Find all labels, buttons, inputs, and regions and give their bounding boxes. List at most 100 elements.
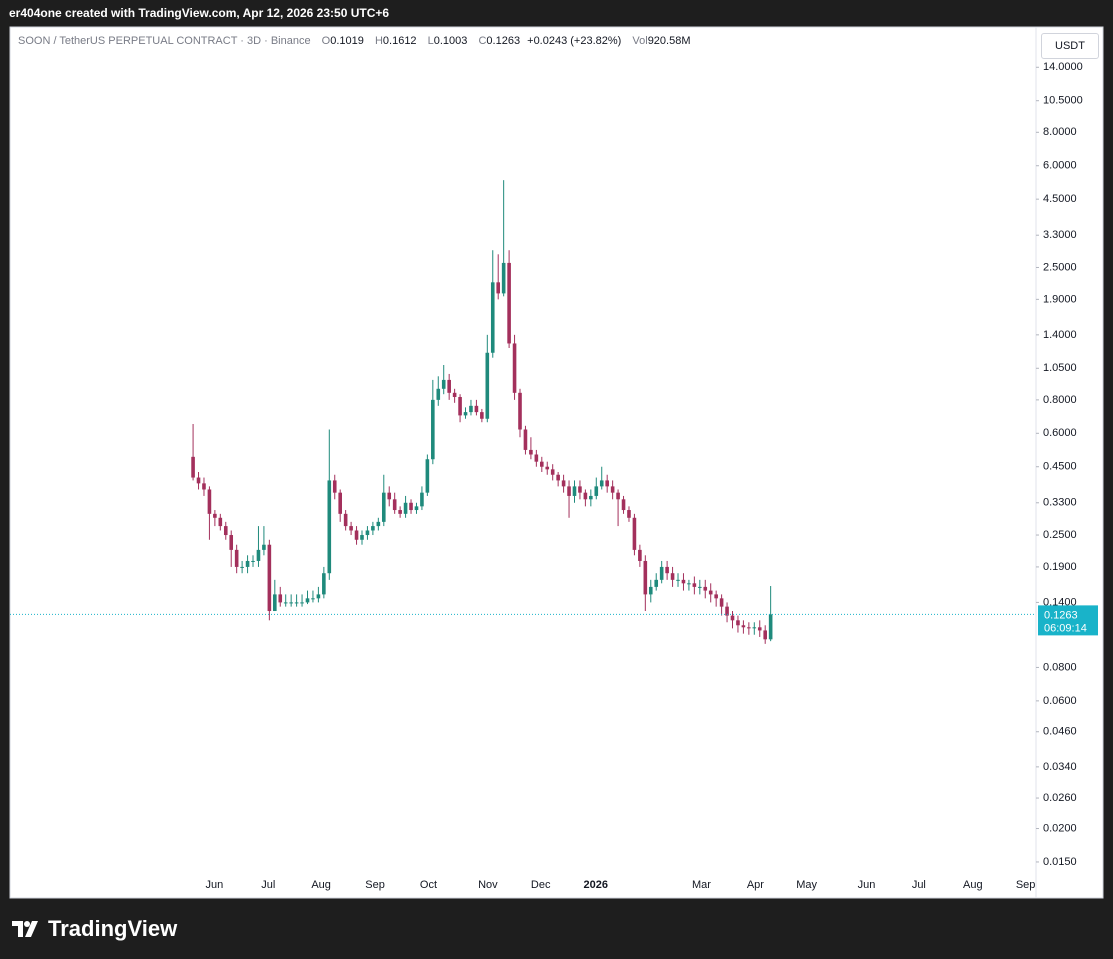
candle-body [627, 510, 631, 518]
candle-body [654, 579, 659, 587]
currency-button[interactable]: USDT [1041, 33, 1099, 59]
candle-body [425, 459, 430, 493]
x-tick-label: Nov [478, 879, 498, 891]
candle-body [687, 583, 691, 585]
y-tick-label: 1.4000 [1043, 329, 1077, 341]
x-tick-label: Aug [963, 879, 983, 891]
candle-body [447, 379, 451, 393]
x-tick-label: Dec [531, 879, 551, 891]
y-tick-label: 4.5000 [1043, 193, 1077, 205]
candle-body [392, 499, 397, 511]
countdown-label: 06:09:14 [1044, 622, 1087, 634]
candle-body [354, 530, 359, 540]
candle-body [436, 388, 441, 400]
candle-body [610, 486, 615, 493]
candle-body [659, 566, 664, 580]
candle-body [213, 513, 217, 518]
x-tick-label: Aug [311, 879, 331, 891]
candle-body [305, 598, 310, 603]
y-tick-label: 1.9000 [1043, 293, 1077, 305]
candle-body [262, 544, 266, 550]
candle-body [245, 560, 250, 567]
y-tick-label: 0.6000 [1043, 427, 1077, 439]
candle-body [747, 627, 751, 629]
candle-body [583, 492, 588, 500]
candle-body [409, 502, 413, 511]
candle-body [191, 456, 195, 478]
candle-body [234, 549, 239, 567]
candle-body [403, 502, 408, 514]
candle-body [490, 282, 495, 353]
candle-body [698, 586, 702, 588]
y-tick-label: 0.0150 [1043, 856, 1077, 868]
candle-body [431, 399, 435, 460]
x-tick-label: 2026 [583, 879, 607, 891]
y-tick-label: 10.5000 [1043, 95, 1083, 107]
change-value: +0.0243 (+23.82%) [527, 35, 622, 47]
candle-body [387, 492, 392, 500]
candle-body [703, 586, 708, 591]
candle-body [316, 594, 321, 599]
candle-body [632, 517, 637, 550]
header-text: er404one created with TradingView.com, A… [9, 6, 390, 20]
y-tick-label: 0.0600 [1043, 695, 1077, 707]
low-value: 0.1003 [433, 35, 468, 47]
candle-body [529, 449, 533, 455]
candle-body [643, 560, 648, 595]
candle-body [251, 560, 255, 562]
candle-body [381, 492, 386, 522]
brand-logo [12, 921, 38, 937]
chart-area [9, 26, 1104, 899]
candles [191, 180, 773, 644]
candle-body [714, 594, 718, 599]
x-tick-label: Jun [205, 879, 223, 891]
candle-body [414, 506, 419, 511]
close-value: 0.1263 [486, 35, 521, 47]
candle-body [223, 526, 228, 536]
candle-body [550, 469, 555, 475]
candle-body [768, 614, 773, 640]
x-tick-label: Sep [1016, 879, 1036, 891]
candle-body [485, 352, 490, 419]
candle-body [556, 474, 560, 481]
candle-body [360, 535, 364, 540]
candle-body [736, 620, 740, 626]
candle-body [708, 590, 713, 595]
candle-body [605, 480, 609, 487]
candle-body [311, 598, 315, 600]
candle-body [229, 535, 234, 550]
candle-body [463, 412, 468, 416]
candle-body [420, 492, 424, 507]
candle-body [343, 513, 348, 527]
x-tick-label: Jun [858, 879, 876, 891]
y-tick-label: 0.3300 [1043, 497, 1077, 509]
candle-body [283, 602, 288, 604]
y-tick-label: 8.0000 [1043, 126, 1077, 138]
x-tick-label: Jul [912, 879, 926, 891]
legend: SOON / TetherUS PERPETUAL CONTRACT · 3D … [18, 35, 691, 47]
candle-body [441, 379, 446, 389]
candle-body [332, 480, 337, 493]
candle-body [567, 486, 571, 496]
y-tick-label: 0.0460 [1043, 726, 1077, 738]
x-tick-label: Apr [747, 879, 764, 891]
brand-name: TradingView [48, 916, 178, 941]
volume-value: 920.58M [647, 35, 691, 47]
candle-body [196, 477, 201, 484]
candle-body [725, 606, 729, 616]
y-tick-label: 0.0260 [1043, 792, 1077, 804]
y-tick-label: 6.0000 [1043, 160, 1077, 172]
candle-body [539, 461, 544, 467]
footer: TradingView [12, 916, 177, 942]
candle-body [757, 627, 762, 631]
candle-body [692, 583, 697, 587]
candle-body [480, 412, 484, 419]
candle-body [561, 480, 566, 487]
candle-body [327, 480, 332, 574]
candle-body [594, 486, 599, 496]
candle-body [349, 526, 353, 531]
candle-body [267, 544, 272, 612]
y-tick-label: 0.0800 [1043, 661, 1077, 673]
